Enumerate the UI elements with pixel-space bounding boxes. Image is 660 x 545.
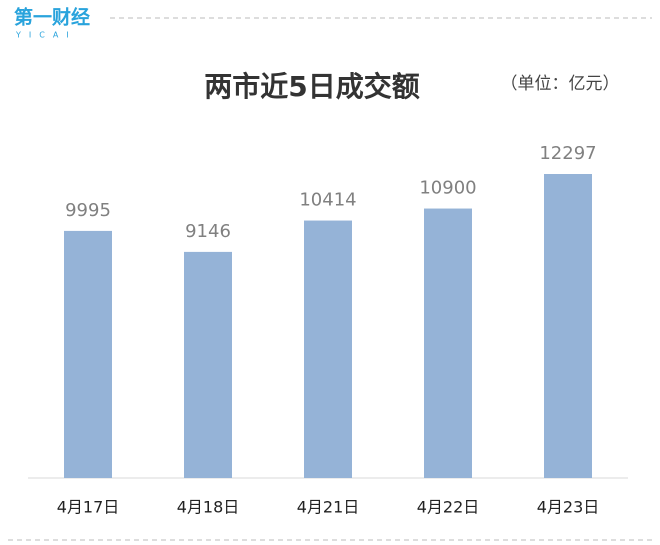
bar [184,251,232,478]
chart-title: 两市近5日成交额 [204,70,419,103]
x-tick-label: 4月21日 [297,498,360,517]
logo-sub: YICAI [15,31,77,40]
value-label: 10900 [419,178,476,199]
bar [424,208,472,479]
value-label: 9146 [185,221,231,242]
value-label: 12297 [539,143,596,164]
bar [544,174,592,478]
x-tick-label: 4月18日 [177,498,240,517]
bar [64,230,112,478]
x-tick-label: 4月22日 [417,498,480,517]
value-label: 10414 [299,190,356,211]
x-tick-label: 4月17日 [57,498,120,517]
x-tick-label: 4月23日 [537,498,600,517]
unit-label: （单位：亿元） [501,74,620,94]
logo: 第一财经 [14,6,90,29]
value-label: 9995 [65,200,111,221]
bar [304,220,352,478]
